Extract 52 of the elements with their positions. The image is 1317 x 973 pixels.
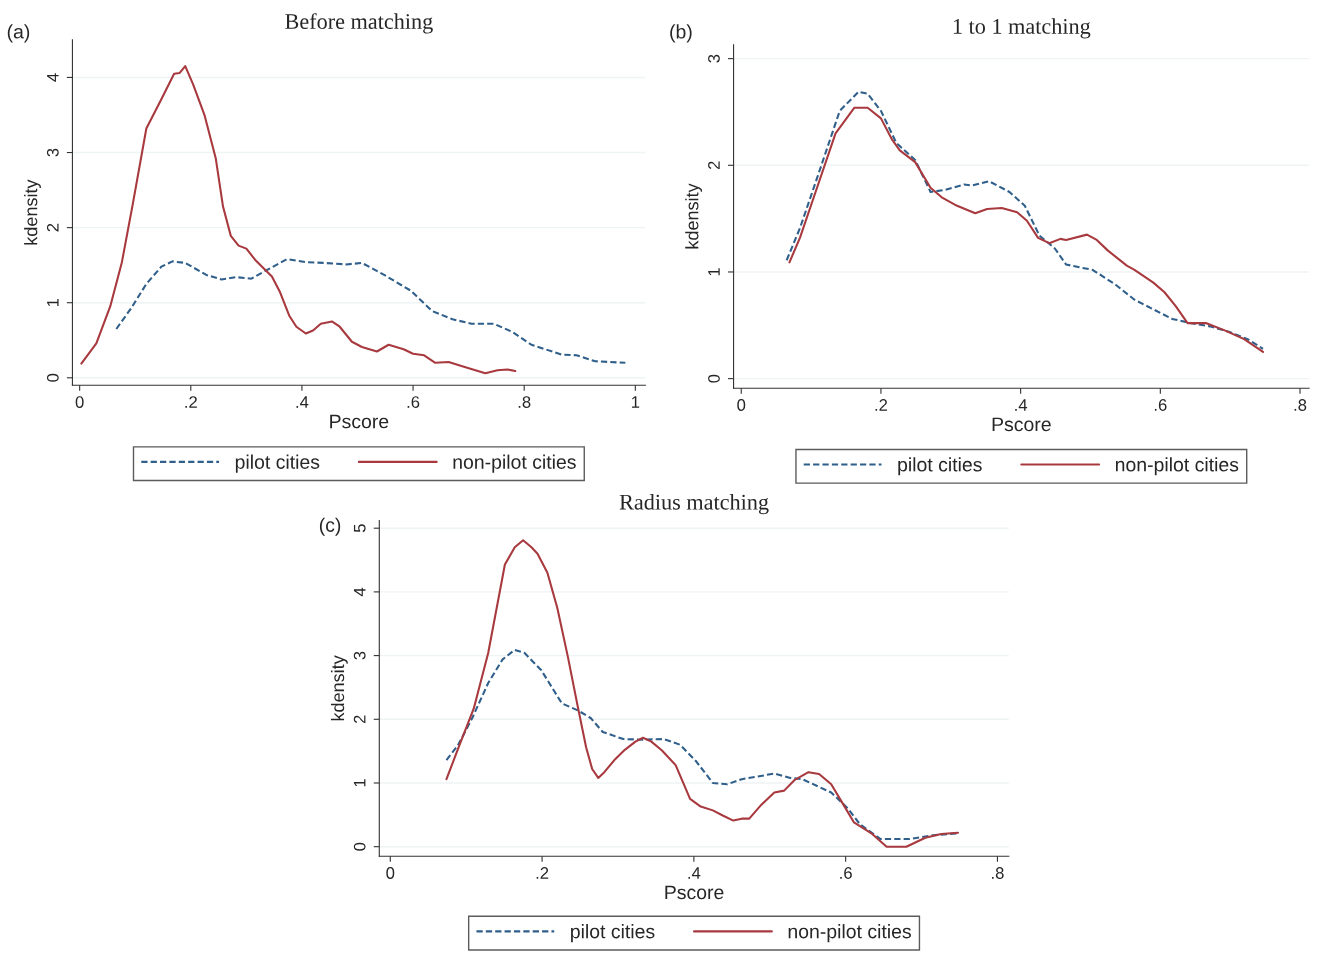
y-tick-label: 4 [47, 73, 59, 82]
legend-label: pilot cities [571, 924, 655, 943]
y-tick-label: 0 [353, 842, 366, 851]
line-series [445, 539, 960, 848]
line-series [115, 258, 627, 364]
y-tick-label: 3 [353, 651, 366, 660]
y-tick-label: 4 [353, 587, 366, 597]
x-tick-label: 0 [737, 399, 746, 411]
y-tick-label: 1 [708, 268, 720, 276]
text: (c) [319, 517, 341, 536]
y-tick-label: 1 [47, 298, 59, 307]
line-series [80, 65, 517, 375]
x-tick-label: .4 [1015, 399, 1028, 411]
x-tick-label: .4 [296, 396, 309, 408]
legend-label: pilot cities [235, 454, 320, 473]
y-tick-label: 0 [46, 373, 59, 382]
y-tick-label: 1 [353, 779, 366, 787]
chart-title: Before matching [285, 13, 433, 34]
y-tick-label: 2 [708, 161, 720, 170]
x-tick-label: .2 [536, 867, 549, 879]
x-tick-label: .6 [407, 396, 420, 408]
y-tick-label: 0 [708, 374, 720, 383]
x-tick-label: .2 [875, 399, 888, 411]
x-tick-label: .6 [1154, 399, 1167, 411]
y-tick-label: 2 [46, 223, 59, 232]
x-tick-label: .6 [840, 867, 852, 879]
x-axis-title: Pscore [330, 414, 389, 429]
x-axis-title: Pscore [992, 417, 1051, 432]
legend-label: non-pilot cities [788, 924, 911, 943]
legend-label: non-pilot cities [1115, 457, 1239, 476]
y-tick-label: 5 [353, 524, 366, 533]
chart-title: Radius matching [619, 494, 769, 515]
chart-title: 1 to 1 matching [953, 18, 1091, 39]
y-tick-label: 2 [353, 715, 366, 724]
legend-label: non-pilot cities [453, 454, 576, 473]
x-tick-label: .2 [185, 396, 197, 408]
text: (a) [7, 24, 30, 43]
x-tick-label: .8 [518, 396, 531, 408]
y-tick-label: 3 [46, 148, 59, 157]
x-axis-title: Pscore [665, 885, 724, 900]
y-tick-label: 3 [708, 54, 720, 63]
text: (b) [670, 24, 692, 43]
x-tick-label: 0 [75, 396, 84, 408]
y-axis-title: kdensity [685, 183, 703, 249]
x-tick-label: .8 [1294, 399, 1307, 411]
x-tick-label: 0 [386, 867, 395, 879]
x-tick-label: .4 [688, 867, 701, 879]
y-axis-title: kdensity [330, 655, 348, 721]
y-axis-title: kdensity [24, 179, 41, 245]
x-tick-label: .8 [992, 867, 1004, 879]
x-tick-label: 1 [631, 396, 640, 408]
legend-label: pilot cities [898, 457, 982, 476]
